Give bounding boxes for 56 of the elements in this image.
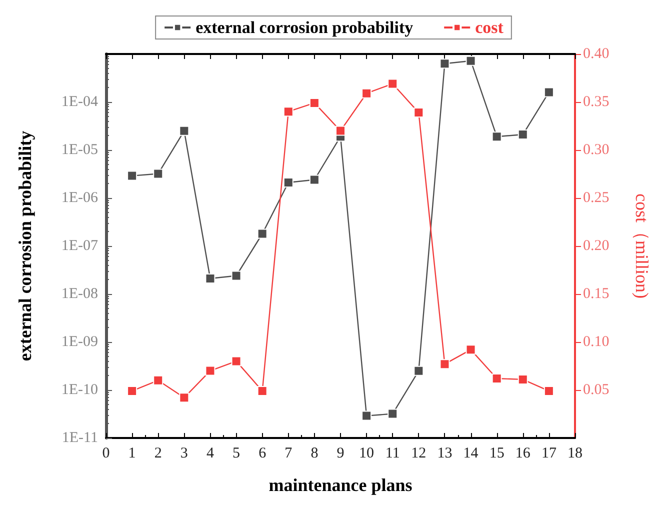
y-tick-label: 1E-04 [61,94,98,110]
x-tick-label: 13 [437,446,452,462]
point [466,56,476,66]
x-tick-label: 8 [310,446,318,462]
x-tick-label: 9 [336,446,344,462]
y2-tick-label: 0.35 [583,94,610,110]
y-tick-label: 1E-11 [62,430,98,446]
x-tick-label: 14 [463,446,479,462]
y2-tick-label: 0.05 [583,382,610,398]
point [440,58,450,69]
point [492,132,502,142]
y-tick-label: 1E-05 [61,142,98,158]
point [283,178,294,188]
point [544,87,554,98]
point [205,274,216,284]
x-tick-label: 1 [128,446,136,462]
point [414,366,424,376]
x-tick-label: 0 [102,446,110,462]
point [518,130,528,140]
x-tick-label: 18 [568,446,582,462]
y2-tick-label: 0.25 [583,190,610,206]
y2-tick-label: 0.20 [583,238,610,254]
y-tick-label: 1E-08 [61,286,98,302]
x-tick-label: 12 [411,446,426,462]
x-tick-label: 11 [385,446,400,462]
point [231,270,242,281]
x-tick-label: 17 [541,446,557,462]
x-tick-label: 16 [515,446,531,462]
x-tick-label: 3 [180,446,188,462]
point [309,174,320,185]
x-tick-label: 4 [206,446,214,462]
x-axis-title: maintenance plans [268,475,412,495]
y-axis-title: external corrosion probability [15,130,35,362]
y2-axis-title: cost（million) [632,194,652,298]
x-tick-label: 5 [232,446,240,462]
legend-label: external corrosion probability [196,18,414,37]
y2-tick-label: 0.15 [583,286,610,302]
y-tick-label: 1E-10 [61,382,98,398]
point [388,408,398,419]
x-tick-label: 2 [154,446,162,462]
point [153,168,164,179]
y2-tick-label: 0.30 [583,142,610,158]
point [362,410,372,421]
point [179,126,190,136]
y2-tick-label: 0.40 [583,46,610,62]
y-tick-label: 1E-06 [61,190,98,206]
x-tick-label: 7 [284,446,293,462]
point [127,170,138,181]
x-tick-label: 15 [489,446,504,462]
y2-tick-label: 0.10 [583,334,610,350]
y-tick-label: 1E-07 [61,238,98,254]
x-tick-label: 10 [359,446,374,462]
point [257,228,268,239]
y-tick-label: 1E-09 [61,334,98,350]
legend-label: cost [475,18,504,37]
x-tick-label: 6 [258,446,267,462]
